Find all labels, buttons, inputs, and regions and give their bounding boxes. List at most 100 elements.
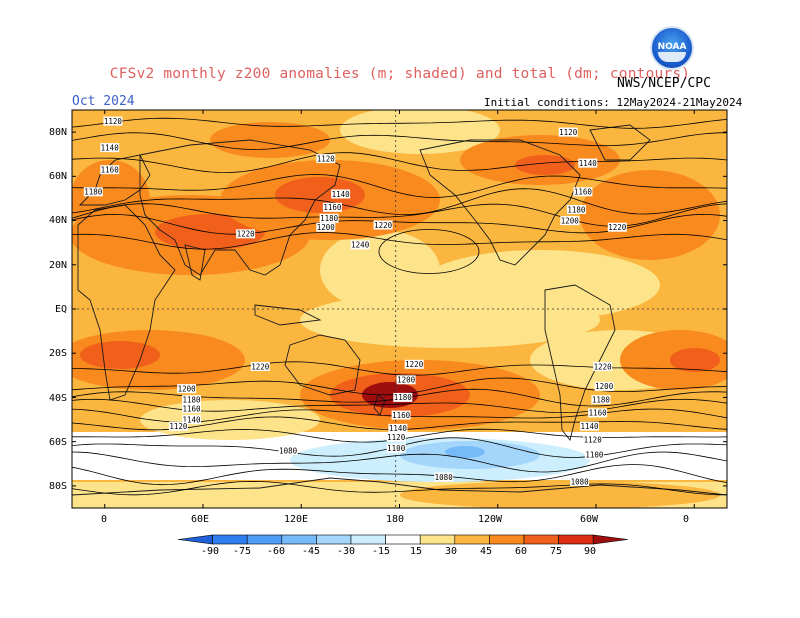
contour-label: 1220 (236, 229, 256, 239)
contour-label-text: 1140 (580, 422, 599, 431)
colorbar-segment (489, 534, 525, 545)
lat-label-20s: 20S (49, 348, 68, 359)
contour-label-box (584, 450, 604, 460)
contour-label-box (100, 165, 120, 175)
contour-label-text: 1140 (579, 159, 598, 168)
contour-labels: 1120114011601180122011201140116011801200… (83, 116, 627, 486)
contour-label-box (396, 375, 416, 385)
contour-label-box (573, 187, 593, 197)
contour-label-box (250, 362, 270, 371)
contour-closed (378, 229, 480, 274)
contour-label-box (316, 154, 336, 164)
colorbar-segment (281, 534, 317, 545)
contour-label: 1160 (588, 408, 607, 418)
cbar-label-15: 15 (410, 546, 423, 557)
coast-australia (284, 334, 361, 396)
contour-label-box (177, 384, 197, 394)
shade-npac-red (275, 177, 365, 213)
contour-label-text: 1100 (585, 451, 604, 460)
contour-label-box (607, 222, 627, 232)
lat-label-20n: 20N (49, 260, 68, 271)
contour-label-box (560, 216, 580, 226)
contour-label-text: 1140 (389, 424, 408, 433)
cbar-label-30: 30 (445, 546, 458, 557)
contour-label: 1140 (580, 421, 599, 431)
contour-label: 1160 (100, 165, 120, 175)
shade-n-yellow-3 (320, 230, 440, 310)
contour-label-text: 1200 (595, 382, 614, 391)
colorbar (177, 534, 628, 545)
contour-label-box (566, 205, 586, 214)
contour-label-text: 1240 (351, 241, 370, 250)
contour-label: 1220 (593, 362, 612, 371)
axis-ticks (72, 110, 727, 508)
lon-label-120w: 120W (478, 514, 503, 525)
colorbar-arrow-left (177, 534, 213, 545)
contour-label-text: 1120 (317, 154, 336, 163)
lat-label-80s: 80S (49, 481, 68, 492)
contour-line (72, 174, 727, 198)
contour-label-box (580, 421, 599, 431)
contour-label-text: 1180 (320, 214, 339, 223)
coast-europe (78, 154, 151, 206)
lon-label-120e: 120E (284, 514, 309, 525)
contour-label-box (182, 404, 201, 413)
contour-label: 1140 (388, 423, 408, 433)
colorbar-segment (385, 534, 421, 545)
contour-label-box (182, 395, 201, 405)
contour-label-box (103, 116, 123, 126)
cbar-label-75: 75 (550, 546, 563, 557)
cbar-label-m75: -75 (233, 546, 252, 557)
agency-label: NWS/NCEP/CPC (617, 76, 711, 91)
contour-label: 1160 (573, 187, 593, 197)
contour-label-box (583, 435, 603, 444)
contour-line (72, 398, 727, 414)
colorbar-segment (419, 534, 456, 545)
contour-label: 1160 (391, 410, 411, 420)
lat-label-40s: 40S (49, 393, 68, 404)
contour-label: 1220 (404, 359, 424, 369)
contour-label-box (236, 229, 256, 239)
contour-label-box (404, 359, 424, 369)
lat-label-60n: 60N (49, 171, 68, 182)
contour-label-box (278, 446, 298, 455)
contour-label-text: 1220 (608, 223, 627, 232)
contour-label-text: 1180 (567, 205, 586, 214)
contour-label: 1080 (278, 446, 298, 455)
contour-label-text: 1120 (104, 117, 123, 126)
noaa-logo-icon: NOAA (650, 26, 694, 70)
shade-canada-red (515, 155, 575, 175)
contour-label: 1120 (103, 116, 123, 126)
contour-label-text: 1200 (561, 216, 580, 225)
cbar-label-60: 60 (515, 546, 528, 557)
contour-label-text: 1220 (251, 362, 270, 371)
lat-label-80n: 80N (49, 127, 68, 138)
contour-label: 1200 (177, 384, 196, 393)
contour-label: 1240 (350, 240, 370, 250)
contour-label-box (558, 127, 578, 137)
coast-africa (77, 204, 176, 401)
contour-label-text: 1200 (317, 223, 336, 232)
contour-line (72, 464, 727, 486)
contour-label-box (593, 362, 613, 371)
contour-label-text: 1080 (279, 446, 298, 455)
cbar-label-90: 90 (584, 546, 597, 557)
colorbar-segment (558, 534, 594, 545)
contour-label-box (373, 220, 393, 230)
noaa-logo-text: NOAA (657, 42, 687, 52)
contour-line (72, 451, 727, 473)
shade-asia-red (155, 214, 265, 250)
contour-label-box (591, 395, 611, 405)
contour-label: 1220 (373, 220, 393, 230)
cbar-label-m45: -45 (302, 546, 321, 557)
contour-label: 1100 (386, 443, 406, 453)
contour-label-box (434, 472, 454, 482)
initial-conditions: Initial conditions: 12May2024-21May2024 (484, 96, 743, 109)
contour-label: 1140 (100, 143, 119, 152)
contour-label-text: 1140 (332, 190, 351, 199)
contour-label-box (393, 392, 413, 402)
contour-label: 1200 (316, 222, 336, 232)
colorbar-arrow-right (592, 534, 628, 545)
contour-label-box (350, 240, 370, 250)
contour-label: 1220 (607, 222, 627, 232)
